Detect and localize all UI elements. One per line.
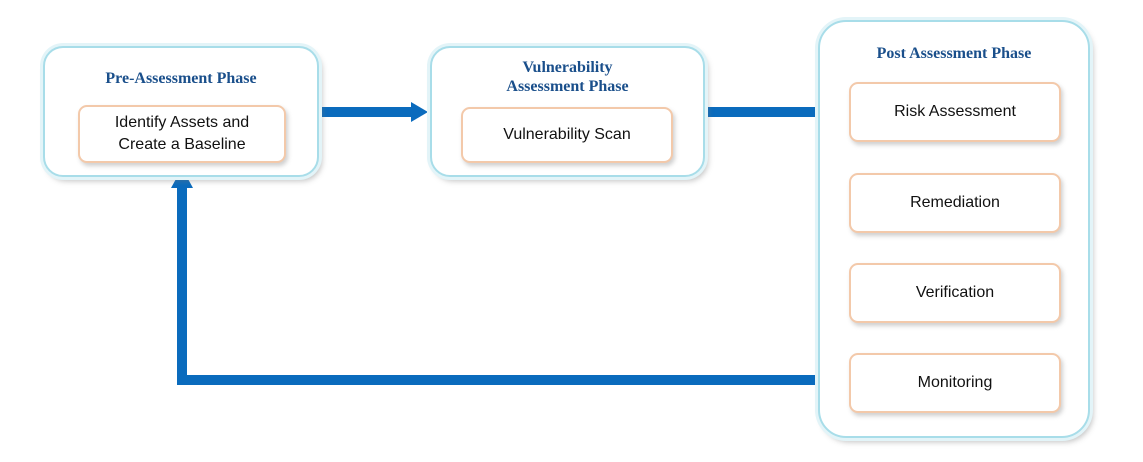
arrow-feedback-loop-head	[171, 168, 193, 188]
monitoring-step: Monitoring	[849, 353, 1061, 413]
vulnerability-assessment-phase: Vulnerability Assessment Phase Vulnerabi…	[430, 46, 705, 177]
post-assessment-phase: Post Assessment Phase Risk Assessment Re…	[818, 20, 1090, 438]
pre-assessment-title: Pre-Assessment Phase	[105, 70, 257, 87]
arrow-pre-to-vuln-head	[411, 102, 428, 122]
post-assessment-title: Post Assessment Phase	[876, 45, 1032, 62]
remediation-step: Remediation	[849, 173, 1061, 233]
arrow-pre-to-vuln-shaft	[321, 107, 413, 117]
vulnerability-scan-step: Vulnerability Scan	[461, 107, 673, 163]
risk-assessment-step: Risk Assessment	[849, 82, 1061, 142]
pre-assessment-phase: Pre-Assessment Phase Identify Assets and…	[43, 46, 319, 177]
verification-step: Verification	[849, 263, 1061, 323]
arrow-vuln-to-risk-shaft	[705, 107, 831, 117]
arrow-feedback-loop-shaft	[177, 186, 848, 385]
vulnerability-assessment-title: Vulnerability Assessment Phase	[506, 59, 629, 95]
identify-assets-step: Identify Assets and Create a Baseline	[78, 105, 286, 163]
